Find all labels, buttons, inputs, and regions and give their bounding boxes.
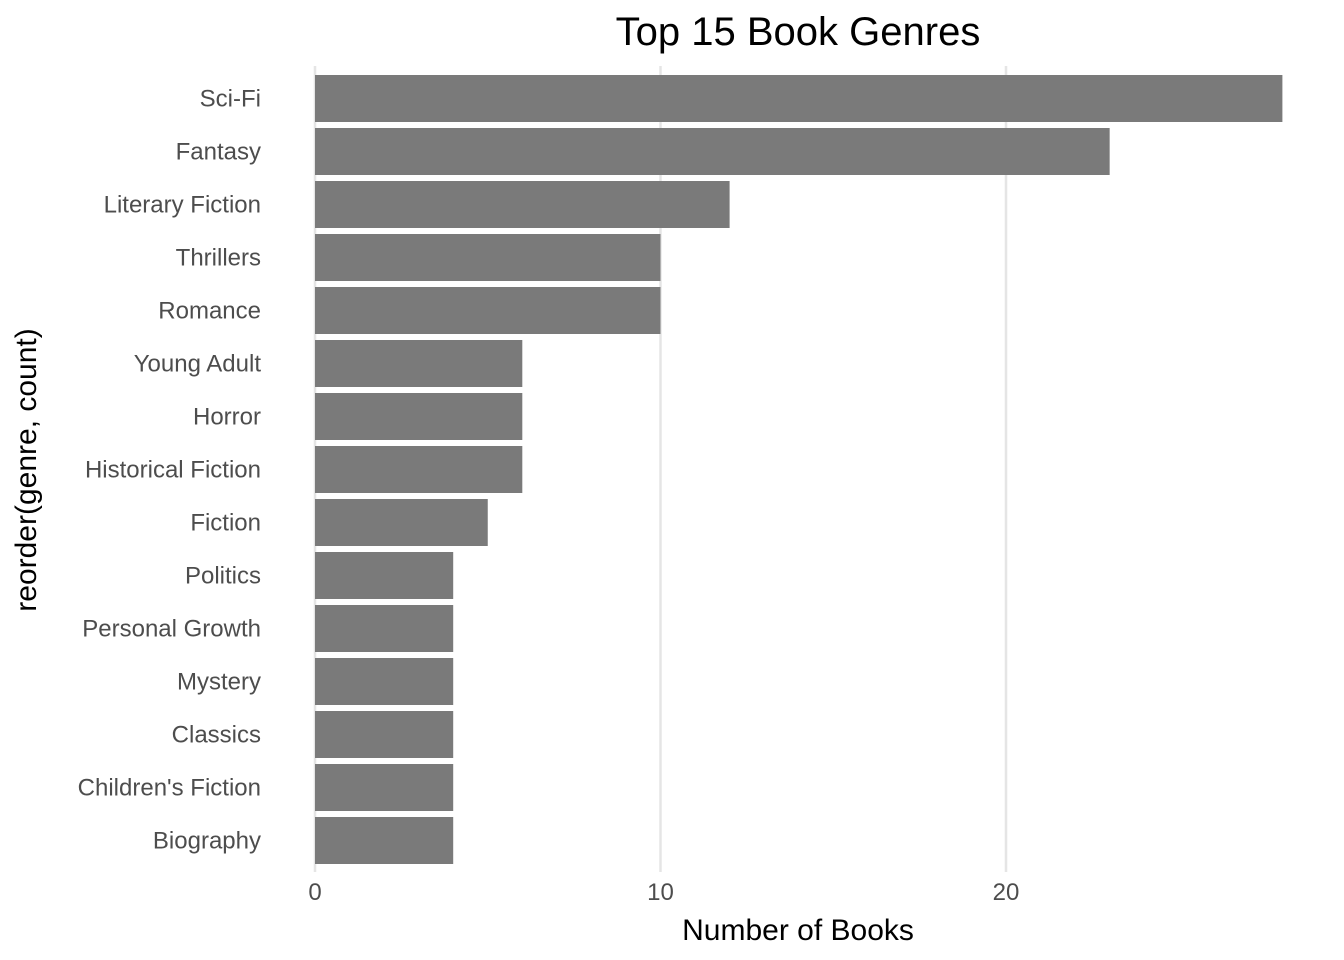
bar-classics xyxy=(315,711,454,758)
bars xyxy=(315,75,1283,864)
x-tick-label-10: 10 xyxy=(647,879,674,906)
bar-historical-fiction xyxy=(315,446,523,493)
x-axis-title: Number of Books xyxy=(682,914,914,947)
bar-mystery xyxy=(315,658,454,705)
y-tick-label-historical-fiction: Historical Fiction xyxy=(85,457,261,484)
bar-children-s-fiction xyxy=(315,764,454,811)
y-tick-label-literary-fiction: Literary Fiction xyxy=(104,192,261,219)
bar-young-adult xyxy=(315,340,523,387)
y-axis-title: reorder(genre, count) xyxy=(10,328,43,611)
x-tick-label-20: 20 xyxy=(993,879,1020,906)
y-tick-label-biography: Biography xyxy=(153,828,261,855)
y-tick-label-sci-fi: Sci-Fi xyxy=(200,86,261,113)
y-tick-label-mystery: Mystery xyxy=(177,669,261,696)
y-tick-label-classics: Classics xyxy=(172,722,261,749)
y-tick-label-children-s-fiction: Children's Fiction xyxy=(78,775,261,802)
bar-thrillers xyxy=(315,234,661,281)
bar-politics xyxy=(315,552,454,599)
chart-title: Top 15 Book Genres xyxy=(616,10,981,54)
bar-biography xyxy=(315,817,454,864)
y-tick-labels: Sci-Fi Fantasy Literary Fiction Thrillers Ro… xyxy=(78,86,262,855)
bar-horror xyxy=(315,393,523,440)
y-tick-label-fiction: Fiction xyxy=(190,510,261,537)
y-tick-label-politics: Politics xyxy=(185,563,261,590)
y-tick-label-fantasy: Fantasy xyxy=(176,139,261,166)
y-tick-label-horror: Horror xyxy=(193,404,261,431)
y-tick-label-romance: Romance xyxy=(158,298,261,325)
bar-fantasy xyxy=(315,128,1110,175)
x-tick-label-0: 0 xyxy=(308,879,321,906)
bar-fiction xyxy=(315,499,488,546)
bar-sci-fi xyxy=(315,75,1283,122)
bar-personal-growth xyxy=(315,605,454,652)
y-tick-label-young-adult: Young Adult xyxy=(134,351,262,378)
bar-romance xyxy=(315,287,661,334)
y-tick-label-personal-growth: Personal Growth xyxy=(82,616,261,643)
x-tick-labels: 0 10 20 xyxy=(308,879,1019,906)
y-tick-label-thrillers: Thrillers xyxy=(176,245,261,272)
bar-literary-fiction xyxy=(315,181,730,228)
